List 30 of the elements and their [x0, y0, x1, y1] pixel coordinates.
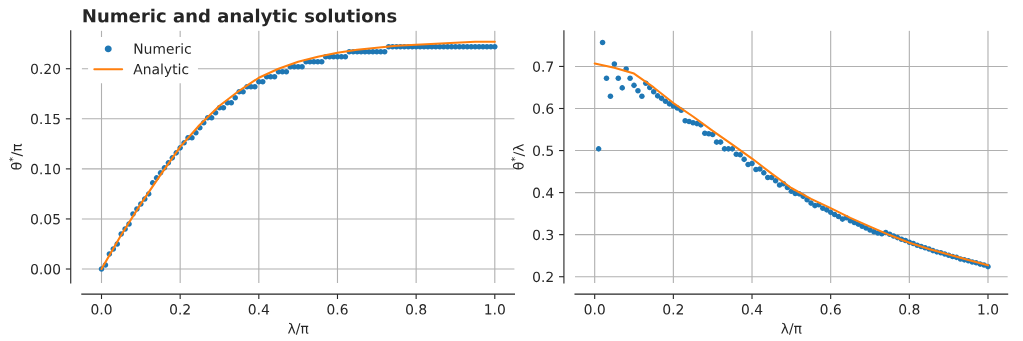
x-tick-label: 1.0: [485, 304, 505, 315]
chart-title: Numeric and analytic solutions: [83, 8, 397, 27]
y-tick-label: 0.00: [31, 263, 61, 275]
x-axis-title: λ/π: [781, 322, 802, 335]
x-tick-label: 0.8: [406, 304, 427, 315]
x-tick-label: 1.0: [978, 304, 999, 315]
x-axis-title: λ/π: [287, 322, 309, 335]
legend-label: Analytic: [133, 63, 189, 78]
y-tick-label: 0.3: [533, 229, 554, 241]
x-tick-label: 0.0: [584, 304, 605, 315]
y-tick-label: 0.05: [31, 213, 60, 225]
x-tick-label: 0.6: [820, 304, 841, 315]
y-tick-label: 0.6: [533, 103, 554, 114]
x-tick-label: 0.4: [741, 304, 763, 315]
y-tick-label: 0.20: [31, 63, 61, 75]
y-tick-label: 0.15: [31, 113, 60, 125]
x-tick-label: 0.4: [248, 304, 270, 315]
x-tick-label: 0.6: [327, 304, 348, 315]
y-axis-title: θ$^{*}$/π: [9, 143, 23, 170]
y-tick-label: 0.10: [31, 163, 61, 175]
y-tick-label: 0.4: [533, 187, 554, 199]
x-tick-label: 0.0: [91, 304, 112, 315]
legend-label: Numeric: [134, 43, 191, 54]
y-tick-label: 0.5: [533, 145, 553, 157]
x-tick-label: 0.8: [899, 304, 920, 315]
y-tick-label: 0.2: [533, 271, 553, 283]
y-axis-title: θ$^{*}$/λ: [511, 143, 525, 170]
y-tick-label: 0.7: [533, 61, 554, 72]
x-tick-label: 0.2: [170, 304, 190, 315]
x-tick-label: 0.2: [663, 304, 684, 315]
